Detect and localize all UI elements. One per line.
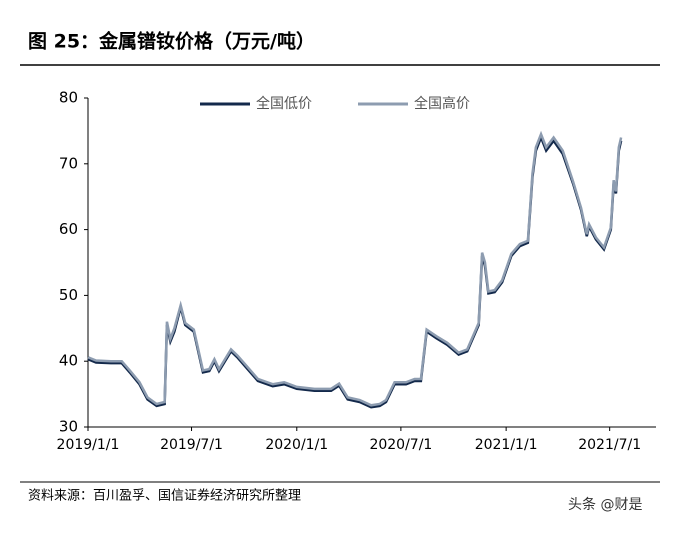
y-tick-label: 70 — [59, 154, 78, 172]
legend-label: 全国高价 — [414, 95, 470, 112]
watermark: 头条 @财是 — [568, 496, 642, 513]
y-tick-label: 40 — [59, 352, 78, 370]
series-line — [87, 130, 623, 407]
x-tick-label: 2020/7/1 — [369, 437, 432, 453]
x-tick-label: 2019/7/1 — [160, 437, 223, 453]
legend-label: 全国低价 — [256, 95, 312, 112]
x-tick-label: 2021/7/1 — [578, 437, 641, 453]
y-tick-label: 60 — [59, 220, 78, 238]
x-tick-label: 2019/1/1 — [57, 437, 120, 453]
x-tick-label: 2020/1/1 — [265, 437, 328, 453]
y-tick-label: 80 — [59, 89, 78, 107]
series-line — [87, 134, 623, 409]
source-note: 资料来源：百川盈孚、国信证券经济研究所整理 — [28, 488, 301, 504]
x-tick-label: 2021/1/1 — [475, 437, 538, 453]
y-tick-label: 50 — [59, 286, 78, 304]
y-tick-label: 30 — [59, 418, 78, 436]
chart-title: 图 25：金属镨钕价格（万元/吨） — [28, 30, 315, 53]
